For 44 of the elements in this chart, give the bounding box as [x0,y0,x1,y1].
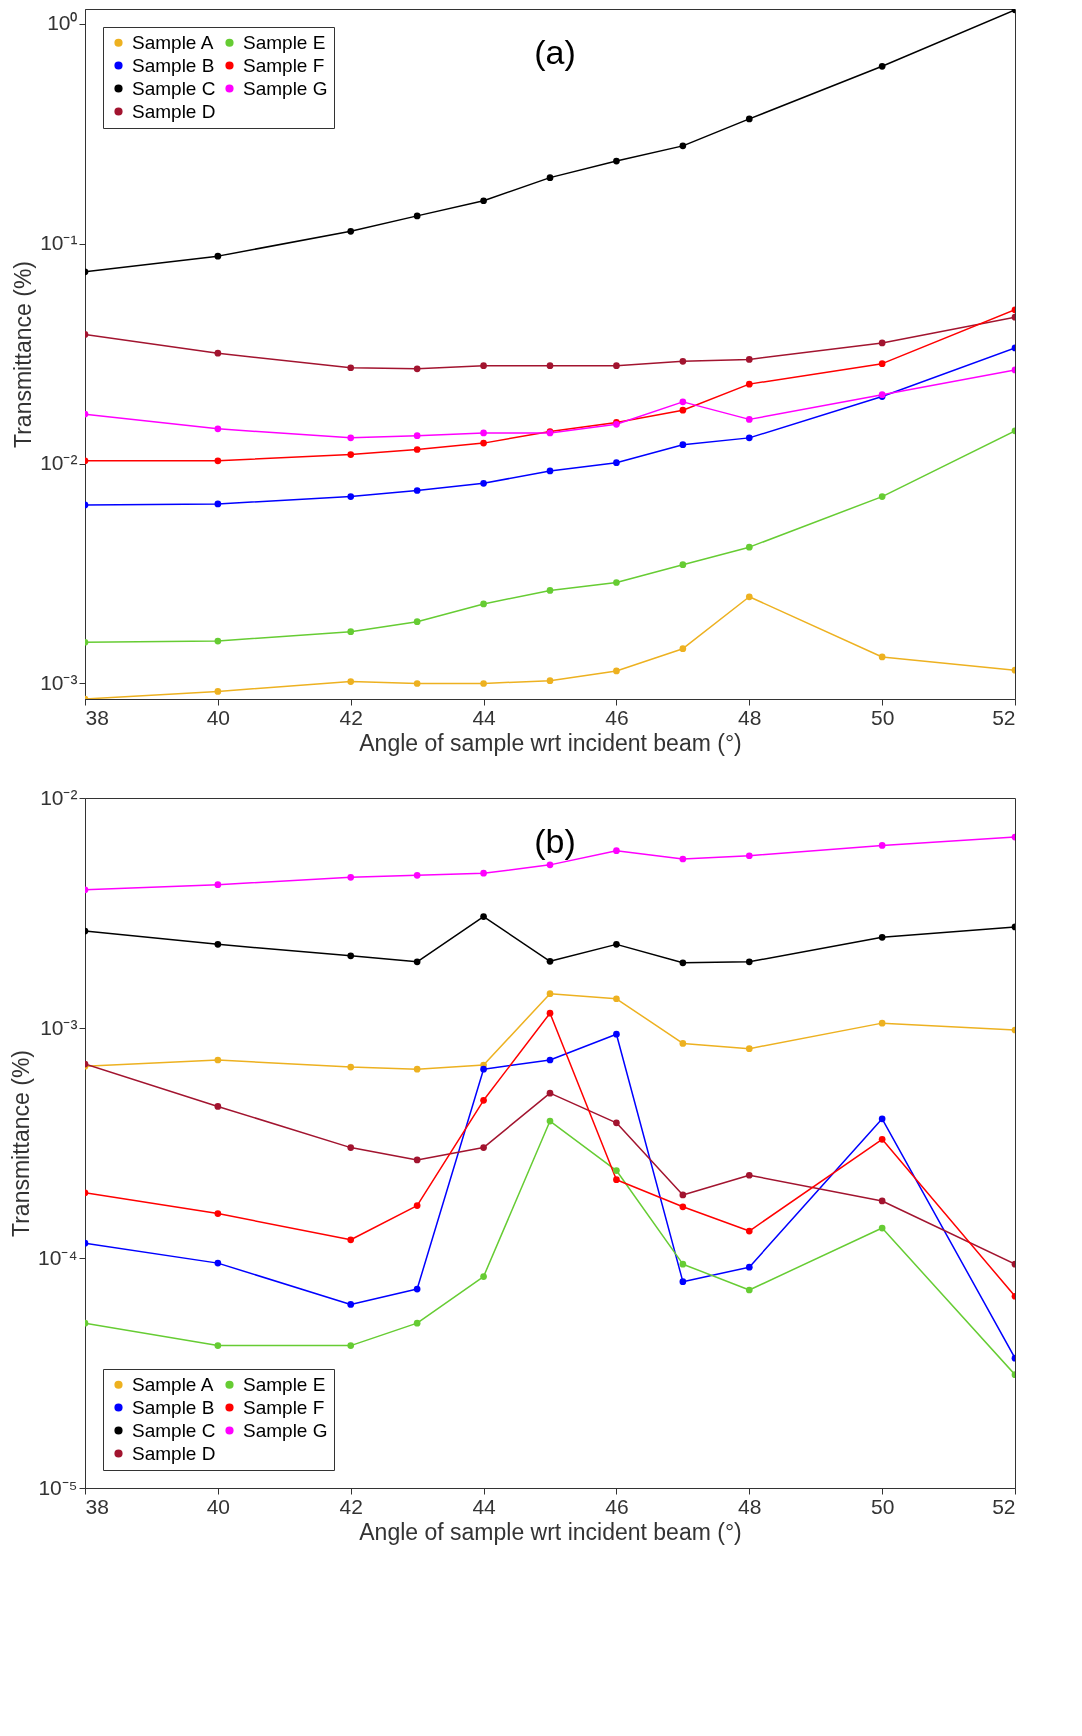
legend-label: Sample C [132,77,216,99]
x-tick-label: 44 [472,1494,497,1518]
x-tick-label: 48 [738,705,762,729]
y-tick-label: 10⁻³ [40,1015,78,1039]
legend-label: Sample E [243,31,326,53]
legend-label: Sample A [132,31,214,53]
y-axis-title: Transmittance (%) [10,260,37,449]
x-tick-label: 38 [85,1494,109,1518]
legend-label: Sample D [132,100,216,122]
legend-label: Sample F [243,1396,325,1418]
x-axis-title: Angle of sample wrt incident beam (°) [359,729,742,756]
x-tick-label: 46 [605,705,629,729]
legend-label: Sample G [243,1419,328,1441]
legend-label: Sample D [132,1442,216,1464]
x-tick-label: 52 [992,705,1016,729]
legend-label: Sample C [132,1419,216,1441]
annotation: (a) [534,33,576,71]
y-tick-label: 10⁻³ [40,670,78,694]
x-tick-label: 40 [206,1494,231,1518]
legend-label: Sample B [132,54,215,76]
x-axis-title: Angle of sample wrt incident beam (°) [359,1518,742,1545]
x-tick-label: 48 [738,1494,762,1518]
y-tick-label: 10⁻⁴ [38,1245,78,1269]
legend-label: Sample A [132,1373,214,1395]
x-tick-label: 46 [605,1494,629,1518]
x-tick-label: 42 [339,1494,363,1518]
x-tick-label: 42 [339,705,363,729]
y-tick-label: 10⁻¹ [40,231,78,255]
y-axis-title: Transmittance (%) [8,1049,35,1238]
x-tick-label: 50 [870,705,895,729]
legend-label: Sample F [243,54,325,76]
y-tick-label: 10⁻² [40,451,78,475]
legend-label: Sample G [243,77,328,99]
x-tick-label: 44 [472,705,497,729]
x-tick-label: 40 [206,705,231,729]
y-tick-label: 10⁻² [40,785,78,809]
y-tick-label: 10⁰ [47,11,78,35]
x-tick-label: 50 [870,1494,895,1518]
y-tick-label: 10⁻⁵ [38,1475,78,1499]
legend-label: Sample B [132,1396,215,1418]
annotation: (b) [534,822,576,860]
x-tick-label: 38 [85,705,109,729]
legend-label: Sample E [243,1373,326,1395]
x-tick-label: 52 [992,1494,1016,1518]
